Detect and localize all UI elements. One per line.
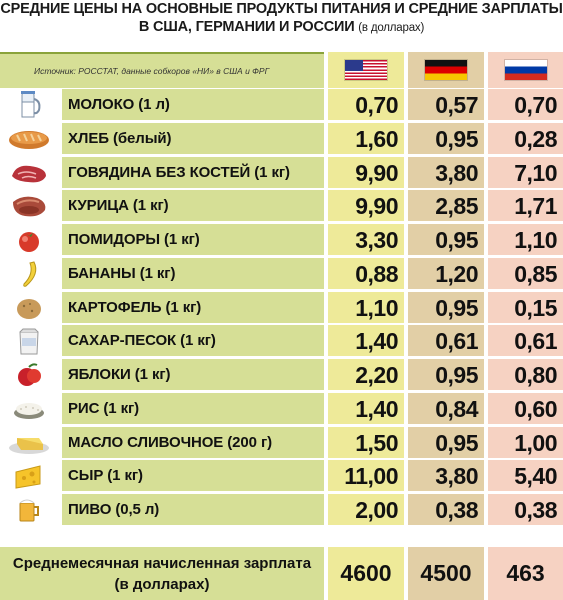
salary-label: Среднемесячная начисленная зарплата (в д… <box>0 547 324 600</box>
bread-icon <box>0 123 58 155</box>
butter-icon <box>0 427 58 459</box>
price-usa: 3,30 <box>328 224 404 256</box>
title-line-2: В США, ГЕРМАНИИ И РОССИИ (в долларах) <box>0 18 563 37</box>
price-germany: 1,20 <box>408 257 484 290</box>
product-name: СЫР (1 кг) <box>62 460 324 493</box>
price-germany: 0,95 <box>408 359 484 391</box>
product-name: ГОВЯДИНА БЕЗ КОСТЕЙ (1 кг) <box>62 156 324 189</box>
apple-icon <box>0 359 58 391</box>
product-name: САХАР-ПЕСОК (1 кг) <box>62 325 324 358</box>
beef-icon <box>0 157 58 189</box>
price-usa: 1,10 <box>328 291 404 324</box>
title-currency-note: (в долларах) <box>358 22 425 34</box>
table-row: СЫР (1 кг) 11,00 3,80 5,40 <box>0 460 563 493</box>
price-germany: 0,57 <box>408 89 484 121</box>
price-germany: 0,84 <box>408 392 484 425</box>
table-row: БАНАНЫ (1 кг) 0,88 1,20 0,85 <box>0 257 563 290</box>
table-row: ПОМИДОРЫ (1 кг) 3,30 0,95 1,10 <box>0 224 563 256</box>
salary-usa: 4600 <box>328 547 404 600</box>
salary-label-line-1: Среднемесячная начисленная зарплата <box>12 555 312 572</box>
rice-icon <box>0 393 58 425</box>
price-germany: 0,95 <box>408 122 484 155</box>
tomato-icon <box>0 224 58 256</box>
price-germany: 0,61 <box>408 325 484 358</box>
table-header: Источник: РОССТАТ, данные собкоров «НИ» … <box>0 52 563 88</box>
price-russia: 1,71 <box>488 190 563 223</box>
price-germany: 0,95 <box>408 426 484 459</box>
price-germany: 3,80 <box>408 156 484 189</box>
beer-icon <box>0 494 58 526</box>
page-title: СРЕДНИЕ ЦЕНЫ НА ОСНОВНЫЕ ПРОДУКТЫ ПИТАНИ… <box>0 0 563 48</box>
title-line-1: СРЕДНИЕ ЦЕНЫ НА ОСНОВНЫЕ ПРОДУКТЫ ПИТАНИ… <box>0 1 563 17</box>
table-row: ПИВО (0,5 л) 2,00 0,38 0,38 <box>0 494 563 526</box>
salary-label-line-2: (в долларах) <box>114 576 210 593</box>
column-header-usa <box>328 52 404 88</box>
price-russia: 0,70 <box>488 89 563 121</box>
product-name: ЯБЛОКИ (1 кг) <box>62 359 324 391</box>
price-russia: 0,85 <box>488 257 563 290</box>
table-row: МАСЛО СЛИВОЧНОЕ (200 г) 1,50 0,95 1,00 <box>0 426 563 459</box>
price-usa: 2,20 <box>328 359 404 391</box>
price-usa: 0,70 <box>328 89 404 121</box>
column-header-germany <box>408 52 484 88</box>
price-germany: 2,85 <box>408 190 484 223</box>
table-row: ЯБЛОКИ (1 кг) 2,20 0,95 0,80 <box>0 359 563 391</box>
chicken-icon <box>0 190 58 222</box>
germany-flag-icon <box>425 60 467 80</box>
price-russia: 1,10 <box>488 224 563 256</box>
title-line-2-text: В США, ГЕРМАНИИ И РОССИИ <box>138 19 355 35</box>
price-usa: 9,90 <box>328 156 404 189</box>
russia-flag-icon <box>505 60 547 80</box>
price-russia: 5,40 <box>488 460 563 493</box>
price-russia: 7,10 <box>488 156 563 189</box>
product-name: КУРИЦА (1 кг) <box>62 190 324 223</box>
product-name: БАНАНЫ (1 кг) <box>62 257 324 290</box>
sugar-icon <box>0 325 58 357</box>
milk-icon <box>0 89 58 121</box>
table-row: САХАР-ПЕСОК (1 кг) 1,40 0,61 0,61 <box>0 325 563 358</box>
table-row: РИС (1 кг) 1,40 0,84 0,60 <box>0 392 563 425</box>
salary-russia: 463 <box>488 547 563 600</box>
table-row: КУРИЦА (1 кг) 9,90 2,85 1,71 <box>0 190 563 223</box>
product-name: МАСЛО СЛИВОЧНОЕ (200 г) <box>62 426 324 459</box>
product-name: ПОМИДОРЫ (1 кг) <box>62 224 324 256</box>
price-germany: 0,38 <box>408 494 484 526</box>
us-flag-icon <box>345 60 387 80</box>
product-name: ПИВО (0,5 л) <box>62 494 324 526</box>
price-usa: 1,50 <box>328 426 404 459</box>
price-russia: 1,00 <box>488 426 563 459</box>
price-germany: 3,80 <box>408 460 484 493</box>
salary-germany: 4500 <box>408 547 484 600</box>
price-usa: 9,90 <box>328 190 404 223</box>
price-usa: 2,00 <box>328 494 404 526</box>
product-name: МОЛОКО (1 л) <box>62 89 324 121</box>
price-russia: 0,38 <box>488 494 563 526</box>
table-row: ГОВЯДИНА БЕЗ КОСТЕЙ (1 кг) 9,90 3,80 7,10 <box>0 156 563 189</box>
price-russia: 0,28 <box>488 122 563 155</box>
table-row: КАРТОФЕЛЬ (1 кг) 1,10 0,95 0,15 <box>0 291 563 324</box>
price-russia: 0,61 <box>488 325 563 358</box>
table-row: ХЛЕБ (белый) 1,60 0,95 0,28 <box>0 122 563 155</box>
price-germany: 0,95 <box>408 291 484 324</box>
price-russia: 0,15 <box>488 291 563 324</box>
price-russia: 0,80 <box>488 359 563 391</box>
price-germany: 0,95 <box>408 224 484 256</box>
source-note: Источник: РОССТАТ, данные собкоров «НИ» … <box>0 52 324 88</box>
product-name: ХЛЕБ (белый) <box>62 122 324 155</box>
price-usa: 11,00 <box>328 460 404 493</box>
price-usa: 1,40 <box>328 392 404 425</box>
potato-icon <box>0 292 58 324</box>
product-name: КАРТОФЕЛЬ (1 кг) <box>62 291 324 324</box>
price-russia: 0,60 <box>488 392 563 425</box>
banana-icon <box>0 258 58 290</box>
product-name: РИС (1 кг) <box>62 392 324 425</box>
price-usa: 1,60 <box>328 122 404 155</box>
table-row: МОЛОКО (1 л) 0,70 0,57 0,70 <box>0 89 563 121</box>
price-usa: 1,40 <box>328 325 404 358</box>
cheese-icon <box>0 460 58 492</box>
salary-row: Среднемесячная начисленная зарплата (в д… <box>0 547 563 600</box>
price-usa: 0,88 <box>328 257 404 290</box>
column-header-russia <box>488 52 563 88</box>
